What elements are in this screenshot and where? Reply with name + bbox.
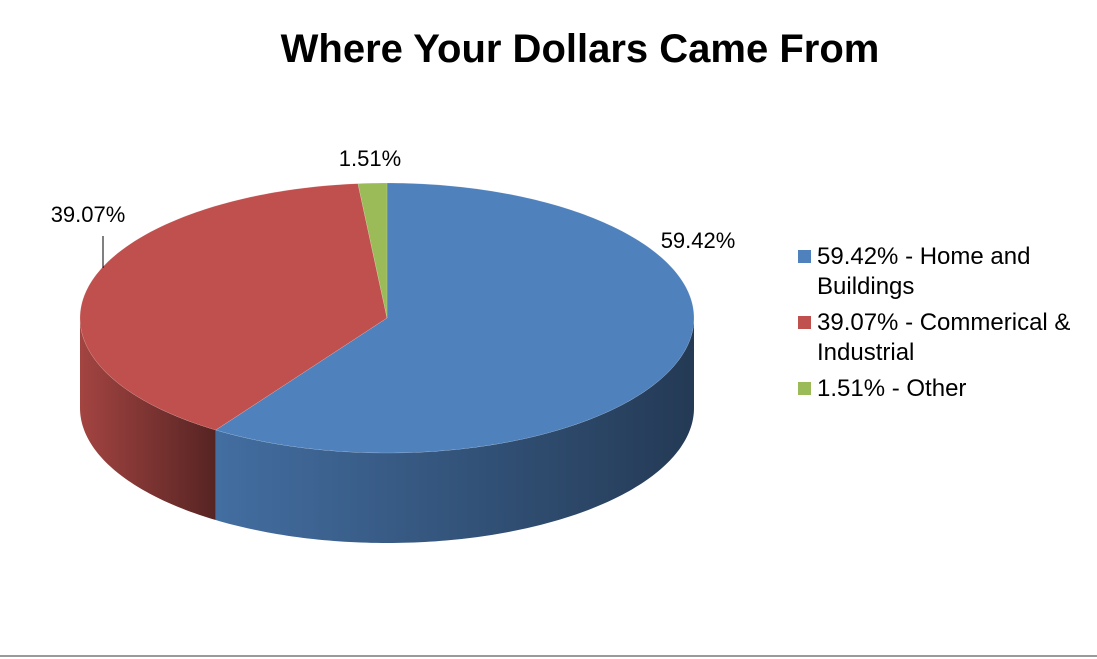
legend-swatch [798, 382, 811, 395]
slice-side [80, 318, 216, 521]
slice-top [215, 182, 695, 454]
legend-label: 59.42% - Home and Buildings [817, 243, 1031, 300]
slice [357, 182, 388, 319]
divider [0, 655, 1097, 657]
slice [215, 182, 695, 543]
legend-label: 39.07% - Commerical & Industrial [817, 309, 1071, 366]
slice-top [357, 182, 388, 319]
slice-top [79, 183, 388, 431]
data-label: 1.51% [339, 146, 401, 171]
legend-entry: 39.07% - Commerical & Industrial [798, 308, 1088, 368]
legend-entry: 59.42% - Home and Buildings [798, 242, 1088, 302]
data-label: 39.07% [51, 202, 126, 227]
data-label: 59.42% [661, 228, 736, 253]
legend-entry: 1.51% - Other [798, 374, 1088, 404]
legend: 59.42% - Home and Buildings 39.07% - Comm… [798, 242, 1088, 410]
legend-swatch [798, 316, 811, 329]
slice [79, 183, 388, 521]
chart-title: Where Your Dollars Came From [281, 27, 880, 71]
legend-swatch [798, 250, 811, 263]
slice-side [215, 318, 695, 543]
legend-label: 1.51% - Other [817, 375, 967, 402]
